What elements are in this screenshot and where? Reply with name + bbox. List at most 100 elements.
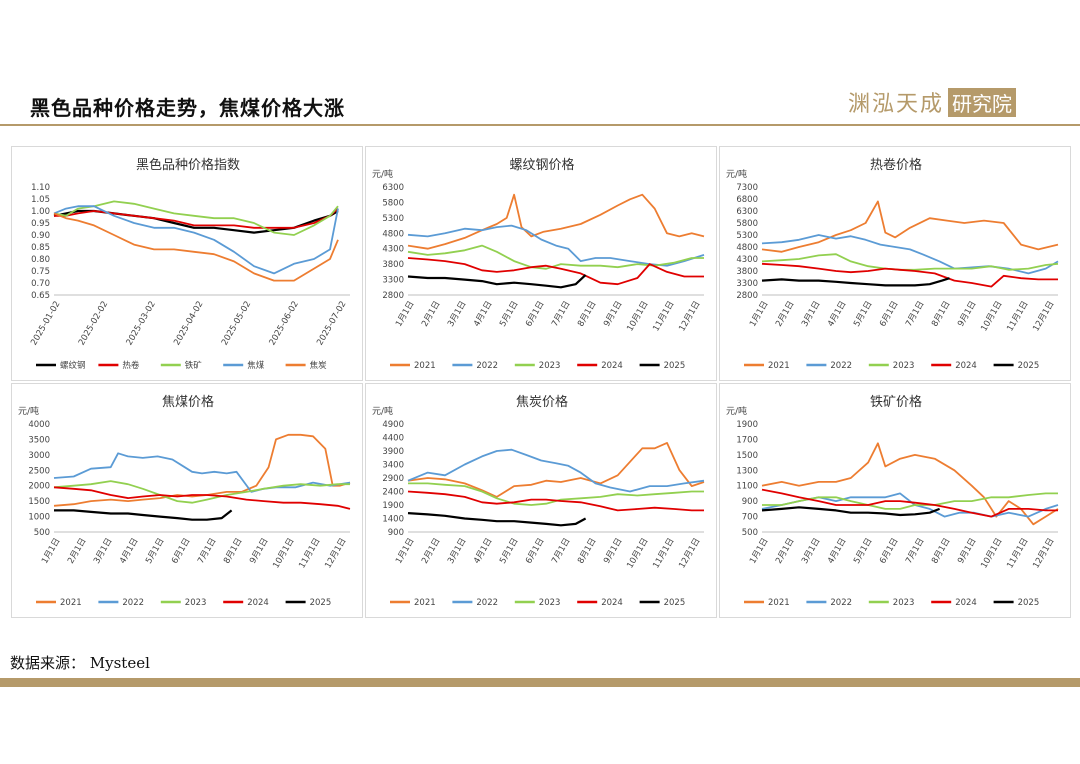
x-tick-label: 10月1日 [625,300,650,334]
x-tick-label: 5月1日 [498,537,521,566]
series-line-2024 [407,257,704,286]
series-line-2024 [407,490,704,512]
series-line-2025 [407,274,587,289]
legend-label: 2025 [664,361,686,371]
x-tick-label: 2025-06-02 [268,300,301,348]
x-tick-label: 1月1日 [394,537,417,566]
chart-title: 焦煤价格 [162,394,214,410]
x-tick-label: 10月1日 [979,537,1004,571]
chart-panel-hrc: 热卷价格 元/吨 7300 6800 6300 5800 5300 4800 4300 3800 3… [719,146,1071,381]
x-tick-label: 3月1日 [800,300,823,329]
legend-label: 2023 [539,361,561,371]
x-tick-label: 6月1日 [878,537,901,566]
y-tick-label: 1300 [736,466,758,476]
chart-index: 黑色品种价格指数 1.10 1.05 1.00 0.95 0.90 0.85 0.80 0.75… [29,157,350,371]
x-tick-label: 10月1日 [625,537,650,571]
series-line-2021 [407,442,705,498]
legend-label: 2025 [310,598,332,608]
series-line-焦煤 [53,205,339,275]
series-line-2021 [53,433,351,507]
y-tick-label: 2000 [28,482,50,492]
y-tick-label: 4400 [382,434,404,444]
x-tick-label: 6月1日 [524,537,547,566]
x-tick-label: 6月1日 [524,300,547,329]
chart-panel-iron-ore: 铁矿价格 元/吨 1900 1700 1500 1300 1100 900 700 500 1月1日… [719,383,1071,618]
x-tick-label: 8月1日 [930,537,953,566]
series-line-2023 [407,244,704,270]
series-line-2023 [408,482,704,506]
y-tick-label: 0.85 [31,243,50,253]
x-tick-label: 6月1日 [170,537,193,566]
x-tick-label: 12月1日 [677,300,702,334]
x-tick-label: 4月1日 [472,537,495,566]
x-tick-label: 3月1日 [92,537,115,566]
chart-title: 热卷价格 [870,157,922,173]
top-rule [0,124,1080,126]
legend-label: 2021 [414,598,436,608]
x-tick-label: 2025-05-02 [220,300,253,348]
x-tick-label: 5月1日 [144,537,167,566]
y-tick-label: 7300 [736,183,758,193]
legend-label: 2023 [893,598,915,608]
legend-label: 2021 [414,361,436,371]
legend-label: 2023 [185,598,207,608]
y-tick-label: 0.70 [31,279,50,289]
y-tick-label: 5300 [736,231,758,241]
y-tick-label: 4800 [736,243,758,253]
y-tick-label: 5800 [736,219,758,229]
x-tick-label: 11月1日 [297,537,322,571]
y-tick-label: 5800 [382,198,404,208]
series-line-2021 [761,200,1059,253]
legend-label: 2023 [539,598,561,608]
x-tick-label: 5月1日 [498,300,521,329]
legend-label: 2022 [830,361,852,371]
x-tick-label: 1月1日 [40,537,63,566]
y-tick-label: 4900 [382,420,404,430]
y-tick-label: 3900 [382,447,404,457]
y-tick-label: 3300 [382,276,404,286]
legend-label: 2021 [768,361,790,371]
x-tick-label: 9月1日 [602,300,625,329]
x-tick-label: 2月1日 [420,300,443,329]
y-tick-label: 1.05 [31,195,50,205]
y-tick-label: 2800 [736,291,758,301]
legend-label: 2023 [893,361,915,371]
legend-label: 2025 [664,598,686,608]
x-tick-label: 9月1日 [248,537,271,566]
x-tick-label: 10月1日 [271,537,296,571]
y-unit-label: 元/吨 [372,168,393,180]
y-unit-label: 元/吨 [726,405,747,417]
series-line-2023 [53,480,350,504]
x-tick-label: 1月1日 [748,537,771,566]
legend-label: 2024 [601,598,623,608]
x-tick-label: 2025-03-02 [125,300,158,348]
y-unit-label: 元/吨 [372,405,393,417]
legend-label: 热卷 [122,360,140,371]
y-unit-label: 元/吨 [726,168,747,180]
y-tick-label: 6300 [736,207,758,217]
series-line-2025 [407,512,587,527]
brand-logo: 渊泓天成 研究院 [848,86,1056,117]
legend-label: 2022 [476,598,498,608]
x-tick-label: 11月1日 [651,300,676,334]
data-source: 数据来源： Mysteel [10,654,150,672]
chart-title: 铁矿价格 [870,394,922,410]
y-tick-label: 1100 [736,482,758,492]
x-tick-label: 2025-01-02 [29,300,62,348]
x-tick-label: 4月1日 [118,537,141,566]
x-tick-label: 9月1日 [956,537,979,566]
legend-label: 铁矿 [185,360,203,371]
x-tick-label: 10月1日 [979,300,1004,334]
series-line-热卷 [54,207,339,229]
y-tick-label: 0.80 [31,255,50,265]
x-tick-label: 9月1日 [956,300,979,329]
chart-title: 焦炭价格 [516,394,568,410]
y-tick-label: 1500 [736,451,758,461]
y-tick-label: 0.75 [31,267,50,277]
y-tick-label: 5300 [382,214,404,224]
y-tick-label: 6300 [382,183,404,193]
series-line-焦炭 [53,212,339,282]
